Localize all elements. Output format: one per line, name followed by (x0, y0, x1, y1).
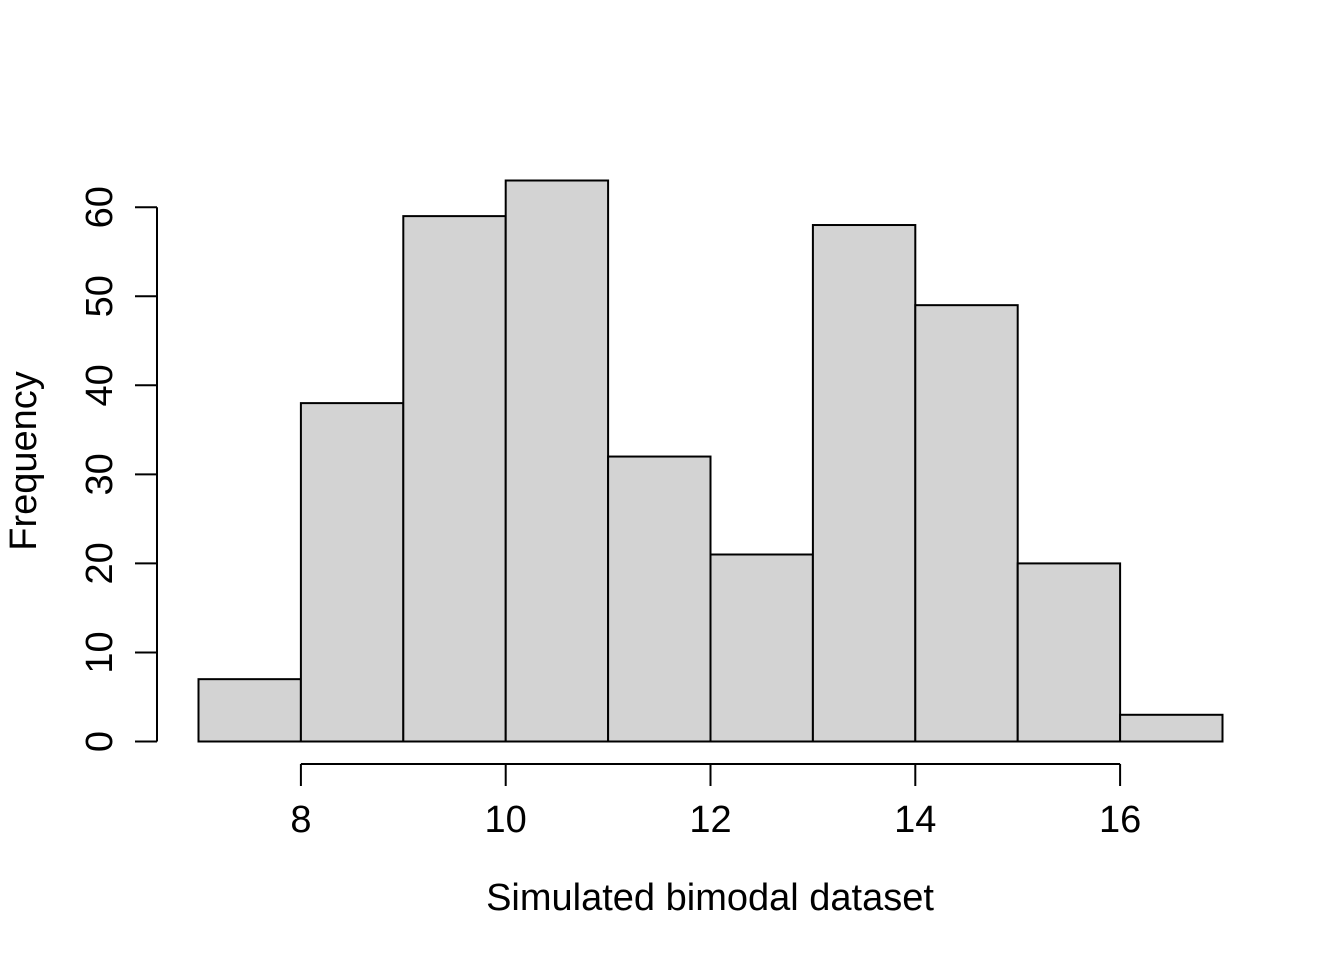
x-tick-label: 10 (485, 799, 527, 841)
histogram-bar-3 (504, 179, 610, 743)
histogram-bar-2 (402, 215, 507, 743)
histogram-bar-0 (197, 678, 302, 743)
y-tick-label: 20 (79, 542, 121, 584)
x-tick-label: 14 (894, 799, 936, 841)
histogram-bar-9 (1119, 713, 1224, 743)
y-axis-title: Frequency (3, 371, 45, 551)
x-tick-label: 12 (689, 799, 731, 841)
histogram-bar-6 (811, 224, 917, 743)
x-tick-label: 16 (1099, 799, 1141, 841)
y-tick-label: 10 (79, 631, 121, 673)
histogram-bars (197, 179, 1224, 743)
y-tick-label: 60 (79, 186, 121, 228)
histogram-bar-5 (709, 553, 814, 743)
histogram-bar-4 (607, 455, 712, 743)
y-tick-label: 40 (79, 364, 121, 406)
x-tick-label: 8 (290, 799, 311, 841)
y-axis: 0 10 20 30 40 50 60 (79, 186, 158, 752)
histogram-bar-1 (299, 402, 405, 743)
histogram-bar-8 (1016, 562, 1122, 743)
y-tick-label: 50 (79, 275, 121, 317)
x-axis-title: Simulated bimodal dataset (486, 877, 934, 919)
x-axis: 8 10 12 14 16 (290, 763, 1141, 841)
y-tick-label: 30 (79, 453, 121, 495)
y-tick-label: 0 (79, 731, 121, 752)
histogram-bar-7 (914, 304, 1019, 743)
